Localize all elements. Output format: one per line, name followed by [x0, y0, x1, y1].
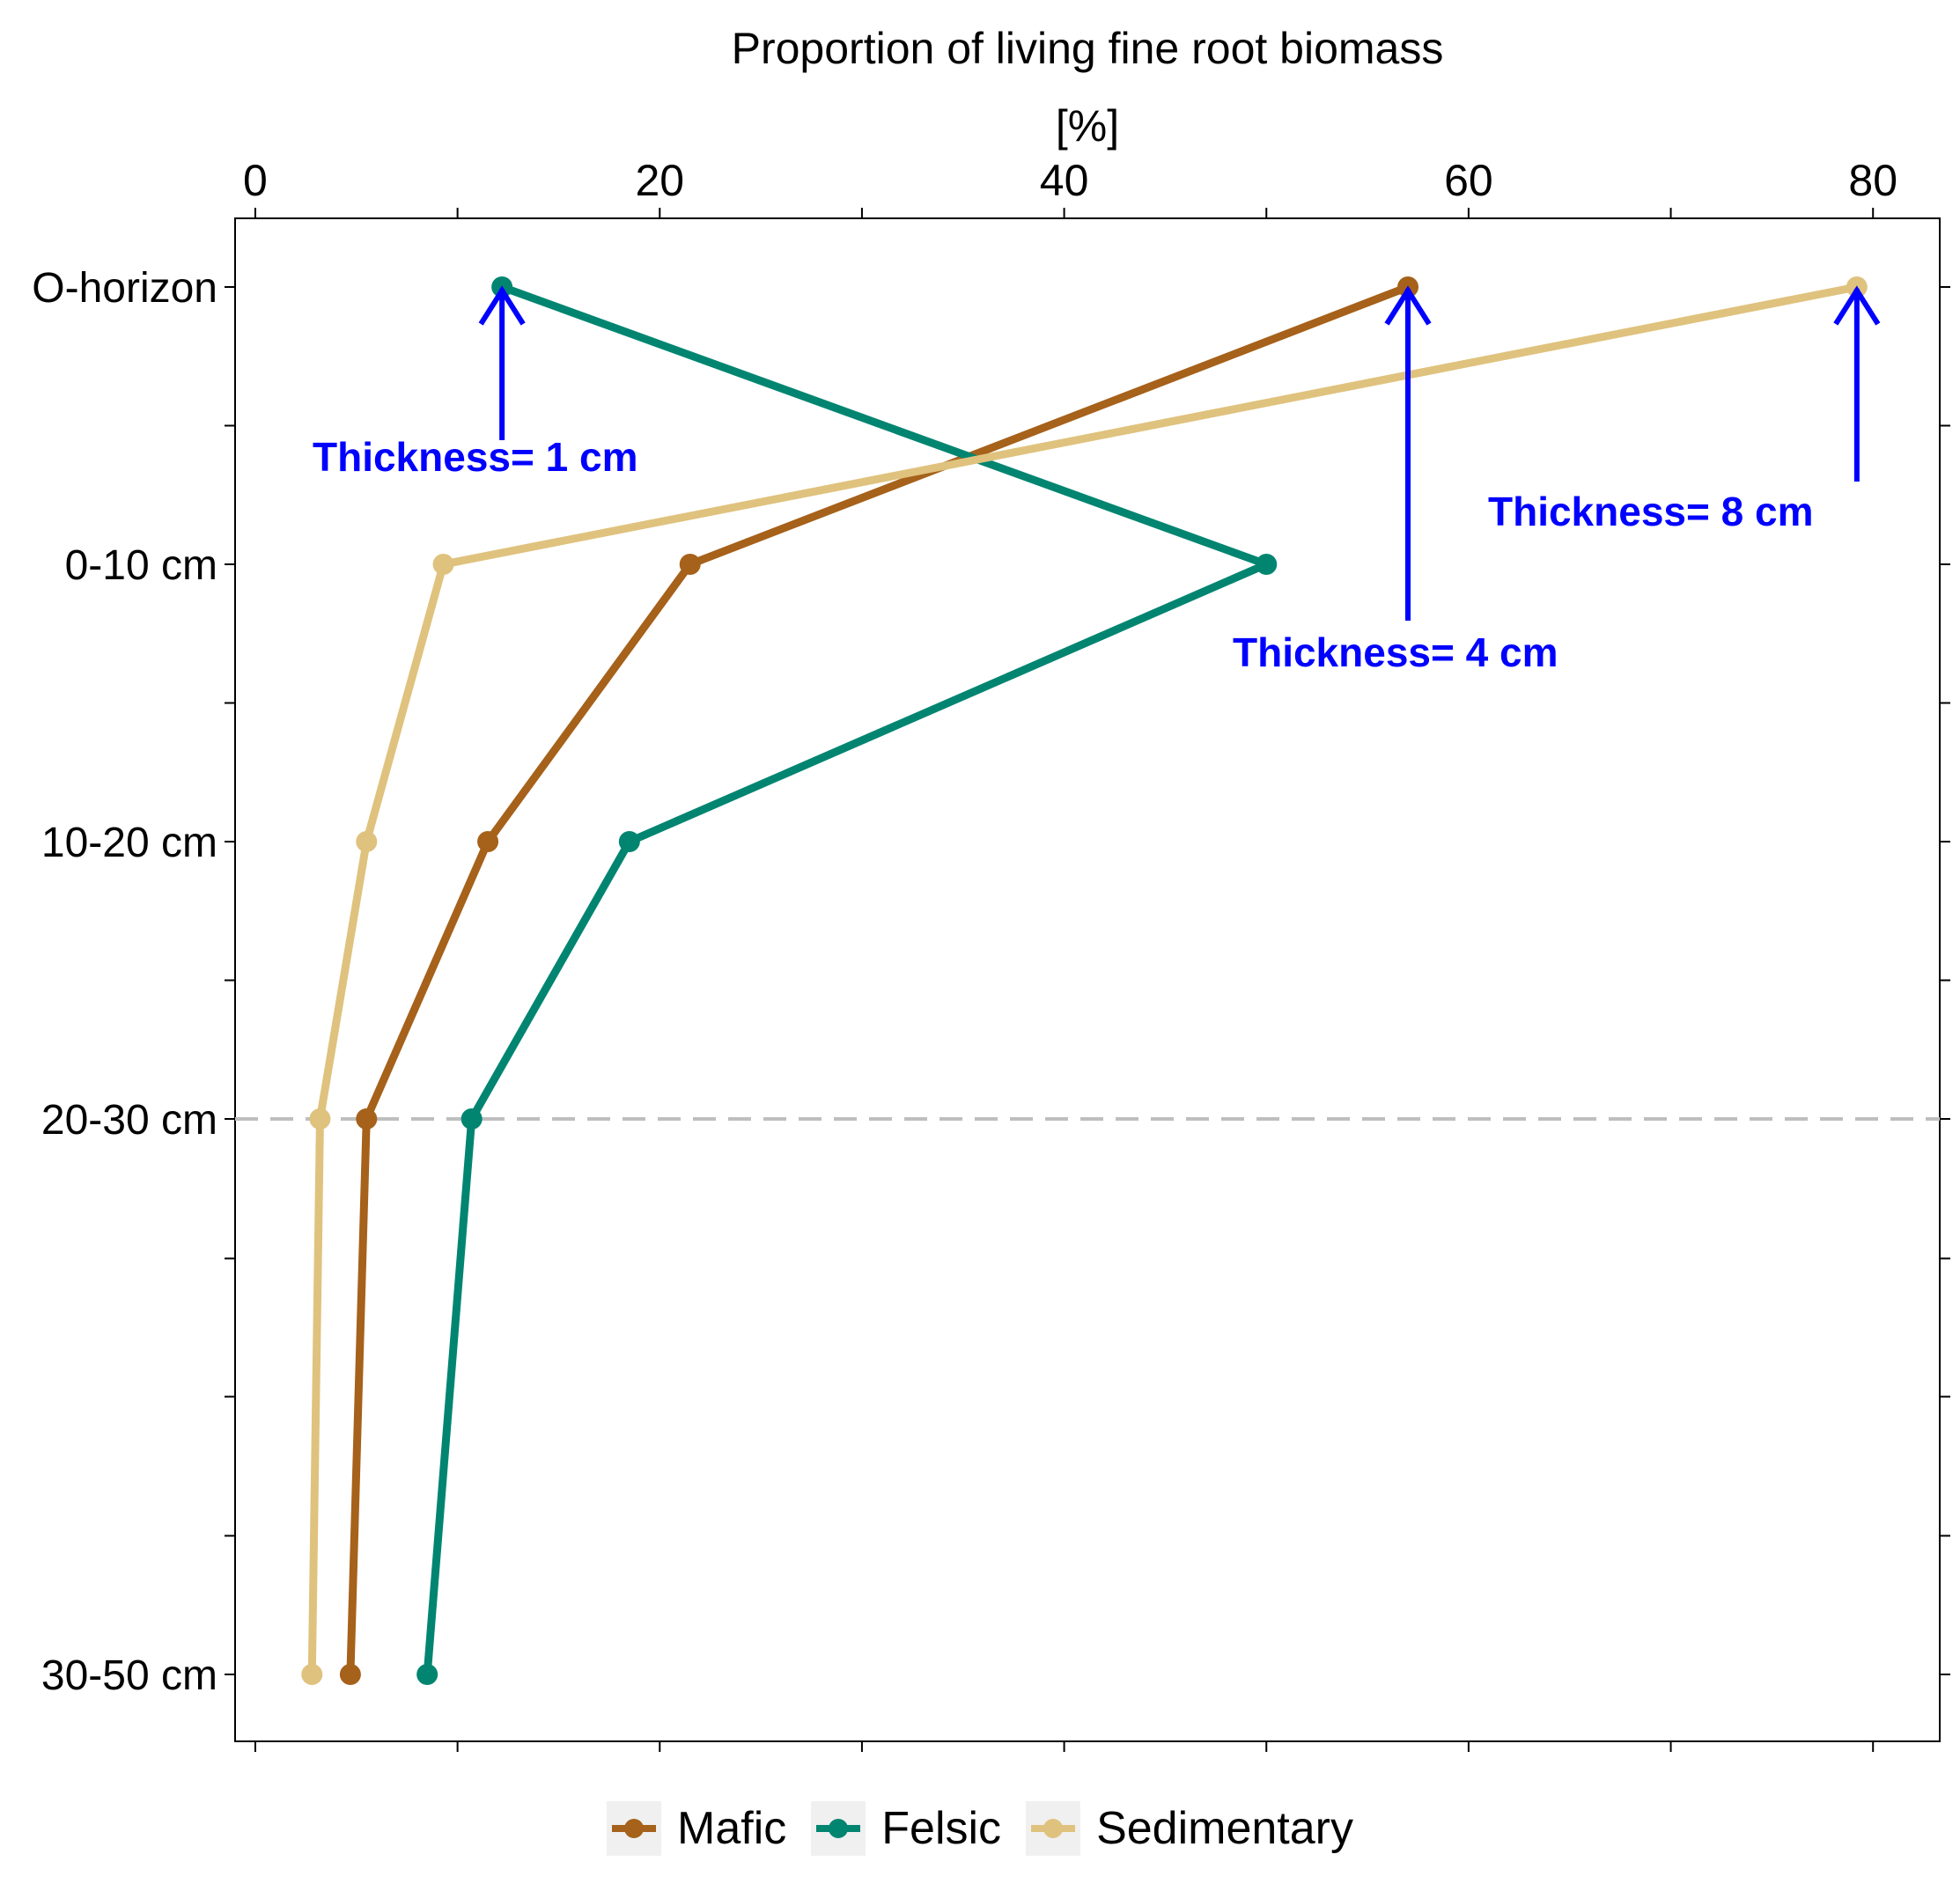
point-felsic [461, 1108, 483, 1129]
x-axis-title-line-2: [%] [1055, 101, 1120, 151]
legend-key-felsic [811, 1801, 866, 1856]
annotation-label: Thickness= 4 cm [1233, 629, 1558, 675]
legend-label-felsic: Felsic [881, 1803, 1002, 1854]
legend-item-felsic: Felsic [811, 1801, 1001, 1856]
x-tick-label: 40 [1040, 156, 1089, 205]
legend-item-sedimentary: Sedimentary [1026, 1801, 1353, 1856]
legend-label-mafic: Mafic [677, 1803, 787, 1854]
legend-key-sedimentary [1026, 1801, 1081, 1856]
legend: Mafic Felsic Sedimentary [0, 1801, 1960, 1856]
annotation-label: Thickness= 1 cm [313, 434, 637, 480]
legend-label-sedimentary: Sedimentary [1096, 1803, 1353, 1854]
x-tick-label: 80 [1848, 156, 1897, 205]
annotation-arrow-head [478, 285, 526, 326]
point-mafic [356, 1108, 378, 1129]
annotation-arrow-head [1833, 285, 1881, 326]
point-mafic [477, 831, 499, 852]
point-sedimentary [301, 1664, 323, 1685]
x-axis-title-line-1: Proportion of living fine root biomass [731, 24, 1444, 73]
point-felsic [1256, 554, 1278, 575]
legend-item-mafic: Mafic [607, 1801, 786, 1856]
point-mafic [679, 554, 701, 575]
point-felsic [416, 1664, 438, 1685]
series-line-felsic [423, 283, 1271, 1679]
legend-key-mafic [607, 1801, 662, 1856]
annotation-arrow-head [1384, 285, 1432, 326]
point-sedimentary [356, 831, 378, 852]
x-tick-label: 0 [243, 156, 268, 205]
y-tick-label: 10-20 cm [41, 820, 217, 866]
y-tick-label: O-horizon [32, 265, 217, 312]
point-felsic [618, 831, 640, 852]
y-tick-label: 0-10 cm [65, 542, 217, 589]
point-mafic [339, 1664, 361, 1685]
y-tick-label: 20-30 cm [41, 1097, 217, 1144]
x-tick-label: 20 [635, 156, 684, 205]
point-sedimentary [432, 554, 454, 575]
series-line-mafic [346, 283, 1412, 1679]
y-tick-label: 30-50 cm [41, 1652, 217, 1699]
x-tick-label: 60 [1444, 156, 1493, 205]
point-sedimentary [309, 1108, 331, 1129]
annotation-label: Thickness= 8 cm [1488, 489, 1813, 534]
